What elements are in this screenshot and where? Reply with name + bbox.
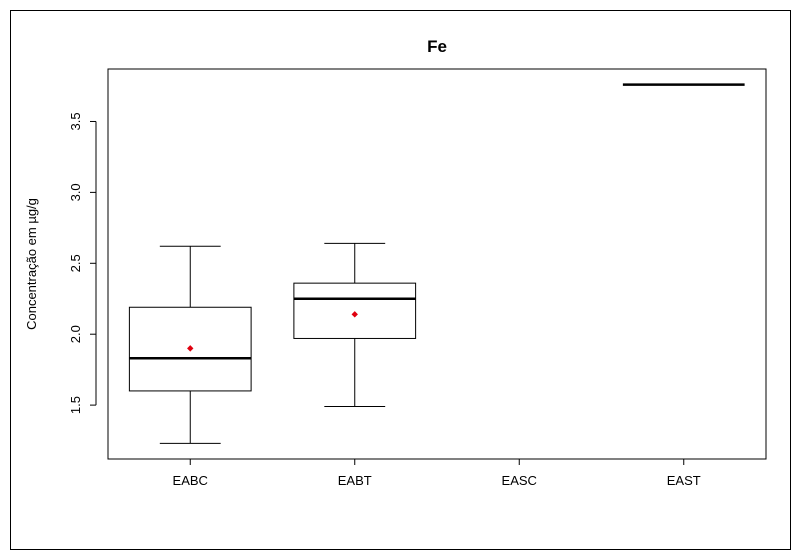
mean-marker xyxy=(187,345,194,352)
y-tick-label: 2.0 xyxy=(68,325,83,343)
y-tick-label: 1.5 xyxy=(68,396,83,414)
x-axis: EABC EABT EASC EAST xyxy=(173,459,701,488)
x-tick-label: EABC xyxy=(173,473,208,488)
figure-frame xyxy=(10,10,791,550)
box-series xyxy=(128,83,745,444)
y-tick-label: 2.5 xyxy=(68,254,83,272)
x-tick-label: EABT xyxy=(338,473,372,488)
mean-marker xyxy=(351,311,358,318)
y-tick-label: 3.5 xyxy=(68,112,83,130)
chart-title: Fe xyxy=(427,37,447,56)
boxplot-chart: Fe Concentração em µg/g 1.52.02.53.03.5 … xyxy=(24,37,767,488)
x-tick-label: EASC xyxy=(502,473,537,488)
y-axis-label: Concentração em µg/g xyxy=(24,198,39,330)
y-tick-label: 3.0 xyxy=(68,183,83,201)
iqr-box xyxy=(293,282,417,339)
x-tick-label: EAST xyxy=(667,473,701,488)
plot-area xyxy=(107,68,767,460)
y-axis: 1.5 2.0 2.5 3.0 3.5 xyxy=(68,112,97,414)
